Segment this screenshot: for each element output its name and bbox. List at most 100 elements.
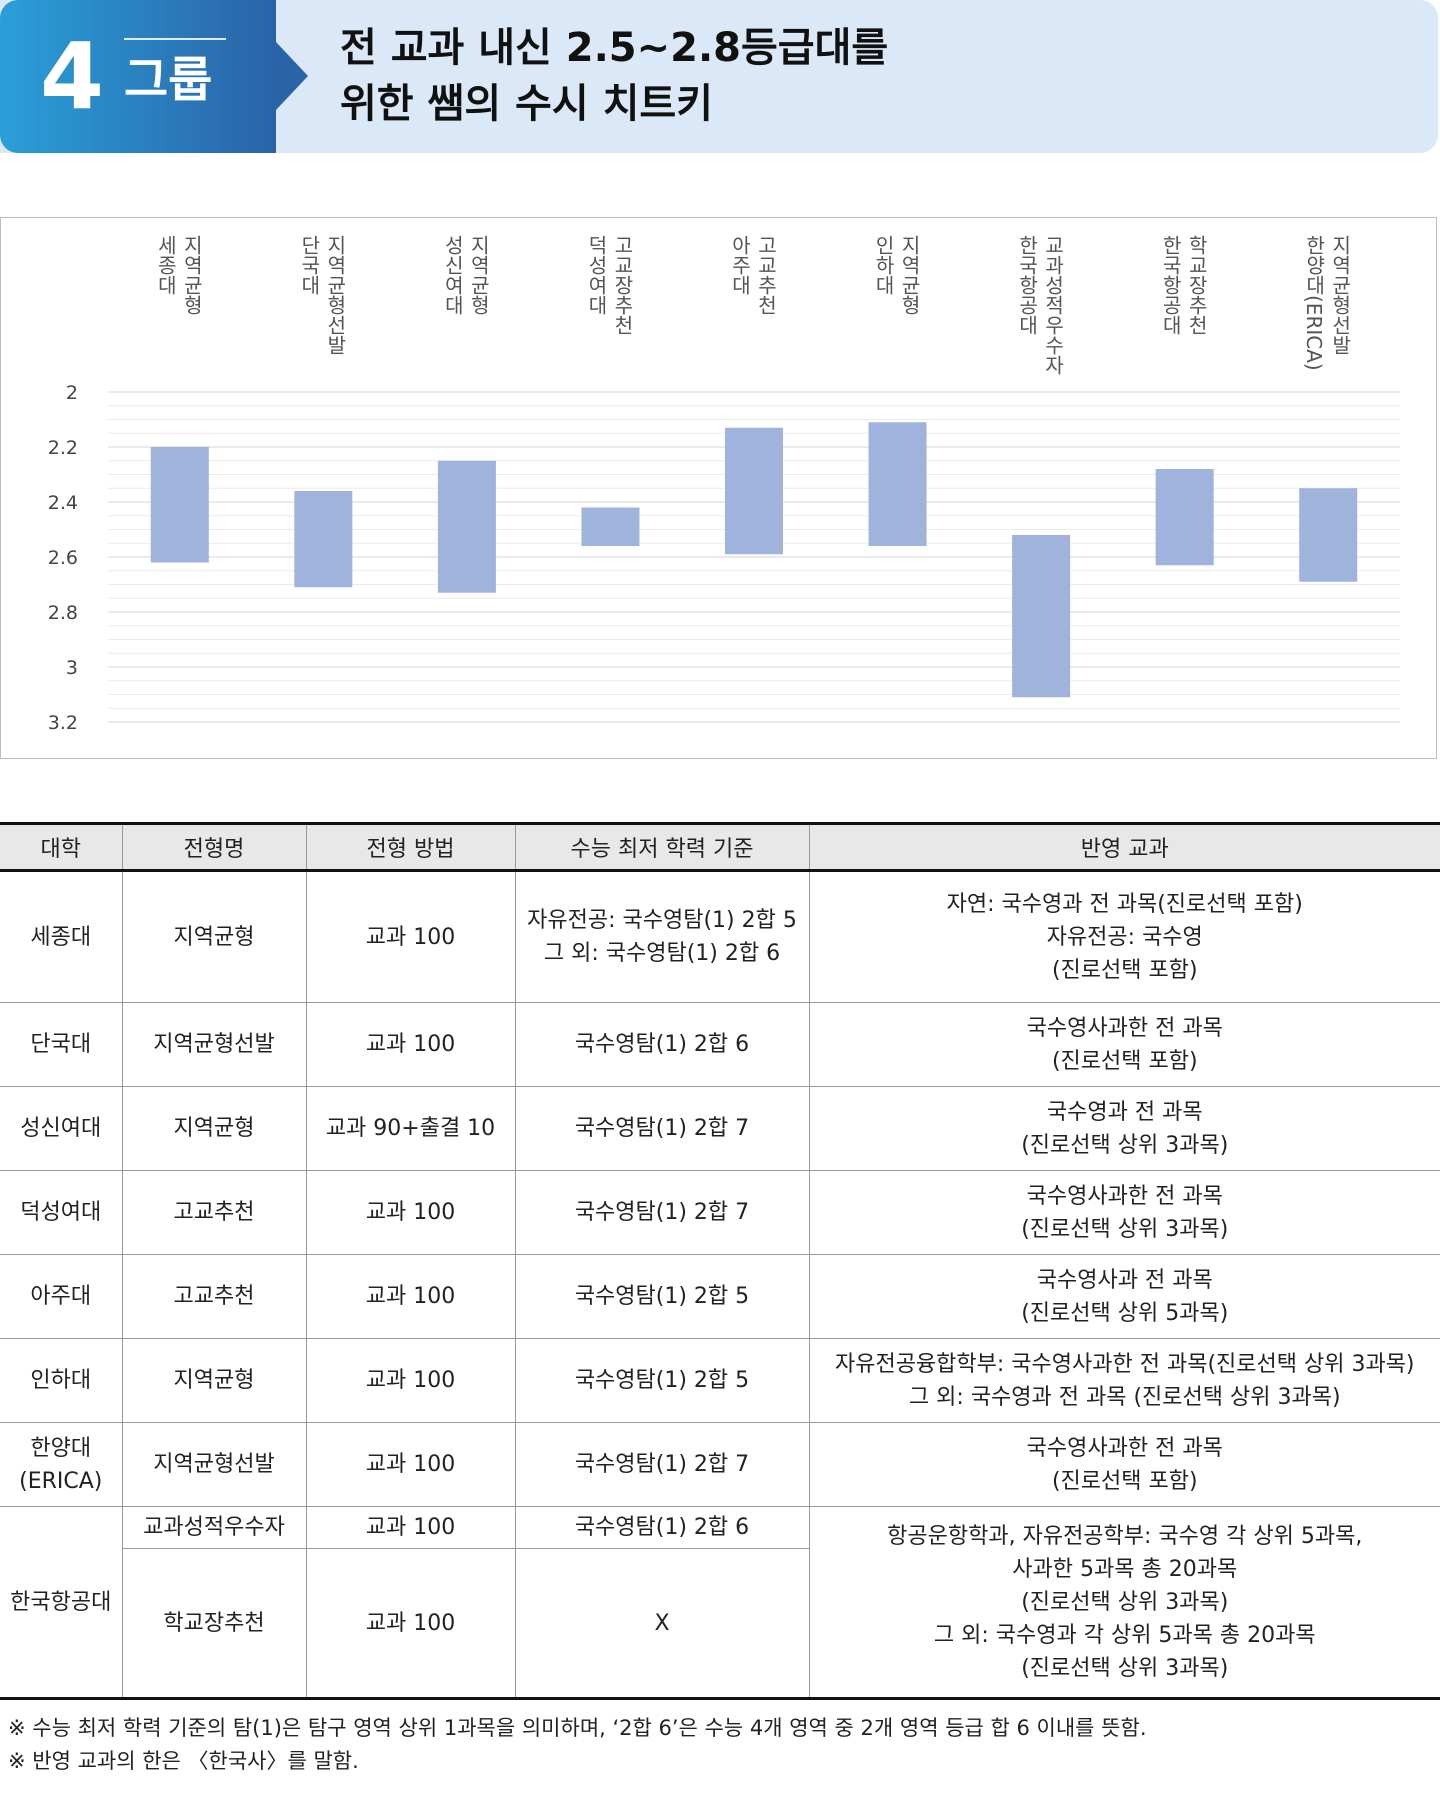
cell-name: 학교장추천	[121, 1548, 306, 1700]
cell-min: 국수영탐(1) 2합 6	[514, 1002, 809, 1087]
category-label-univ: 성신여대	[441, 235, 465, 315]
category-label-type: 지역균형	[898, 235, 922, 315]
category-label-univ: 단국대	[297, 235, 321, 295]
y-tick-label: 2.8	[48, 602, 78, 624]
cell-method: 교과 100	[305, 1548, 515, 1700]
cell-subjects: 국수영사과한 전 과목 (진로선택 포함)	[808, 1422, 1440, 1507]
range-bar	[1012, 535, 1071, 698]
range-bar	[1155, 469, 1214, 566]
cell-univ: 인하대	[0, 1338, 122, 1423]
cell-name: 교과성적우수자	[121, 1506, 306, 1549]
cell-subjects: 자유전공융합학부: 국수영사과한 전 과목(진로선택 상위 3과목) 그 외: …	[808, 1338, 1440, 1423]
category-label-univ: 아주대	[728, 235, 752, 295]
cell-min: 국수영탐(1) 2합 7	[514, 1422, 809, 1507]
cell-min: 국수영탐(1) 2합 7	[514, 1170, 809, 1255]
cell-min: 국수영탐(1) 2합 5	[514, 1338, 809, 1423]
table-row: 성신여대 지역균형 교과 90+출결 10 국수영탐(1) 2합 7 국수영과 …	[0, 1086, 1440, 1171]
table-header-row: 대학 전형명 전형 방법 수능 최저 학력 기준 반영 교과	[0, 822, 1440, 872]
cell-name: 고교추천	[121, 1254, 306, 1339]
table-row: 아주대 고교추천 교과 100 국수영탐(1) 2합 5 국수영사과 전 과목 …	[0, 1254, 1440, 1339]
category-label-univ: 인하대	[872, 235, 896, 295]
group-divider	[124, 38, 226, 40]
table-row: 덕성여대 고교추천 교과 100 국수영탐(1) 2합 7 국수영사과한 전 과…	[0, 1170, 1440, 1255]
cell-univ: 성신여대	[0, 1086, 122, 1171]
cell-min: 자유전공: 국수영탐(1) 2합 5 그 외: 국수영탐(1) 2합 6	[514, 870, 809, 1003]
range-bar	[294, 491, 353, 588]
footnote-2: ※ 반영 교과의 한은 〈한국사〉를 말함.	[8, 1749, 359, 1773]
page-title: 전 교과 내신 2.5~2.8등급대를 위한 쌤의 수시 치트키	[340, 20, 888, 132]
title-line-1: 전 교과 내신 2.5~2.8등급대를	[340, 25, 889, 71]
y-tick-label: 3.2	[48, 712, 78, 734]
cell-univ: 한국항공대	[0, 1506, 122, 1700]
range-bar	[868, 422, 927, 546]
col-header-name: 전형명	[121, 822, 306, 872]
category-label-univ: 세종대	[154, 235, 178, 295]
cell-method: 교과 100	[305, 1338, 515, 1423]
col-header-subjects: 반영 교과	[808, 822, 1440, 872]
cell-subjects: 국수영과 전 과목 (진로선택 상위 3과목)	[808, 1086, 1440, 1171]
table-row: 단국대 지역균형선발 교과 100 국수영탐(1) 2합 6 국수영사과한 전 …	[0, 1002, 1440, 1087]
header-banner: 4 그룹 전 교과 내신 2.5~2.8등급대를 위한 쌤의 수시 치트키	[0, 0, 1440, 153]
cell-min: 국수영탐(1) 2합 7	[514, 1086, 809, 1171]
cell-subjects: 국수영사과 전 과목 (진로선택 상위 5과목)	[808, 1254, 1440, 1339]
category-label-type: 고교장추천	[610, 235, 634, 335]
table-row: 학교장추천 교과 100 X	[0, 1548, 1440, 1700]
arrow-icon	[276, 42, 308, 110]
range-bar	[150, 447, 209, 563]
cell-min: 국수영탐(1) 2합 6	[514, 1506, 809, 1549]
table-row: 한양대 (ERICA) 지역균형선발 교과 100 국수영탐(1) 2합 7 국…	[0, 1422, 1440, 1507]
category-label-type: 지역균형	[180, 235, 204, 315]
cell-name: 지역균형	[121, 870, 306, 1003]
category-label-type: 교과성적우수자	[1041, 235, 1065, 375]
footnote-1: ※ 수능 최저 학력 기준의 탐(1)은 탐구 영역 상위 1과목을 의미하며,…	[8, 1716, 1147, 1740]
range-bar	[1299, 488, 1358, 582]
chart-frame	[0, 217, 1437, 759]
cell-method: 교과 100	[305, 1002, 515, 1087]
cell-method: 교과 100	[305, 1422, 515, 1507]
group-number: 4	[40, 23, 105, 130]
col-header-univ: 대학	[0, 822, 122, 872]
cell-univ: 세종대	[0, 870, 122, 1003]
cell-name: 지역균형	[121, 1086, 306, 1171]
title-line-2: 위한 쌤의 수시 치트키	[340, 81, 713, 127]
cell-univ: 아주대	[0, 1254, 122, 1339]
cell-univ: 한양대 (ERICA)	[0, 1422, 122, 1507]
category-label-univ: 덕성여대	[584, 235, 608, 315]
cell-name: 지역균형선발	[121, 1002, 306, 1087]
table-row: 인하대 지역균형 교과 100 국수영탐(1) 2합 5 자유전공융합학부: 국…	[0, 1338, 1440, 1423]
cell-method: 교과 100	[305, 1170, 515, 1255]
range-bar	[437, 460, 496, 593]
cell-subjects: 항공운항학과, 자유전공학부: 국수영 각 상위 5과목, 사과한 5과목 총 …	[808, 1506, 1440, 1700]
category-label-type: 지역균형	[467, 235, 491, 315]
cell-name: 고교추천	[121, 1170, 306, 1255]
cell-subjects: 국수영사과한 전 과목 (진로선택 포함)	[808, 1002, 1440, 1087]
cell-subjects: 자연: 국수영과 전 과목(진로선택 포함) 자유전공: 국수영 (진로선택 포…	[808, 870, 1440, 1003]
group-badge: 4 그룹	[0, 0, 276, 153]
table-row: 세종대 지역균형 교과 100 자유전공: 국수영탐(1) 2합 5 그 외: …	[0, 870, 1440, 1003]
category-label-univ: 한국항공대	[1015, 235, 1039, 335]
y-tick-label: 2.2	[48, 437, 78, 459]
cell-min: X	[514, 1548, 809, 1700]
category-label-type: 지역균형선발	[1328, 235, 1352, 355]
cell-method: 교과 100	[305, 1506, 515, 1549]
cell-univ: 단국대	[0, 1002, 122, 1087]
cell-name: 지역균형	[121, 1338, 306, 1423]
cell-subjects: 국수영사과한 전 과목 (진로선택 상위 3과목)	[808, 1170, 1440, 1255]
col-header-method: 전형 방법	[305, 822, 515, 872]
table-row: 한국항공대 교과성적우수자 교과 100 국수영탐(1) 2합 6 항공운항학과…	[0, 1506, 1440, 1700]
category-label-univ: 한국항공대	[1159, 235, 1183, 335]
admission-table: 대학 전형명 전형 방법 수능 최저 학력 기준 반영 교과 세종대 지역균형 …	[0, 822, 1440, 1700]
category-label-type: 지역균형선발	[323, 235, 347, 355]
y-tick-label: 2	[66, 382, 78, 404]
cell-name: 지역균형선발	[121, 1422, 306, 1507]
category-label-type: 고교추천	[754, 235, 778, 315]
range-bar	[581, 507, 640, 546]
group-label: 그룹	[124, 52, 213, 108]
range-bar	[725, 427, 783, 555]
y-tick-label: 3	[66, 657, 78, 679]
y-tick-label: 2.6	[48, 547, 78, 569]
category-label-univ: 한양대(ERICA)	[1302, 235, 1326, 371]
cell-min: 국수영탐(1) 2합 5	[514, 1254, 809, 1339]
cell-method: 교과 90+출결 10	[305, 1086, 515, 1171]
